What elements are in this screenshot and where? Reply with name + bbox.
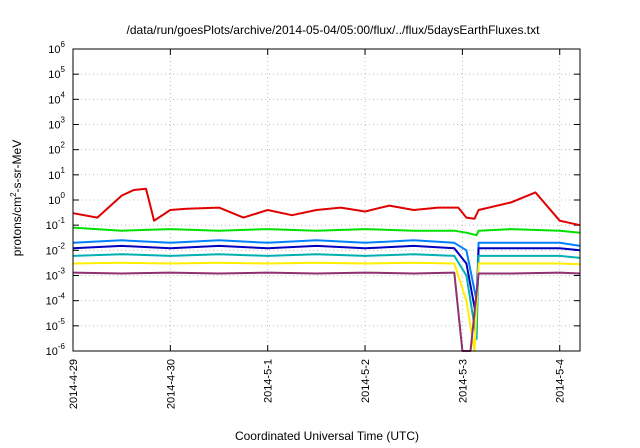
- x-axis-label: Coordinated Universal Time (UTC): [235, 429, 419, 443]
- series-line-5: [72, 253, 581, 340]
- y-tick-label: 10-2: [46, 241, 66, 257]
- x-tick-label: 2014-5-4: [555, 359, 567, 403]
- y-tick-label: 105: [48, 65, 65, 81]
- y-tick-label: 103: [48, 116, 65, 132]
- y-tick-label: 100: [48, 191, 65, 207]
- y-axis-label: protons/cm2-s-sr-MeV: [9, 140, 24, 256]
- y-tick-label: 101: [48, 166, 65, 182]
- y-tick-label: 102: [48, 141, 65, 157]
- series-line-6: [72, 261, 581, 352]
- y-tick-label: 106: [48, 40, 65, 56]
- y-tick-label: 10-5: [46, 317, 66, 333]
- y-tick-label: 10-3: [46, 267, 66, 283]
- x-tick-label: 2014-4-30: [165, 359, 177, 409]
- y-tick-label: 10-6: [46, 342, 66, 358]
- grid-lines: [72, 48, 580, 352]
- series-line-2: [72, 226, 581, 237]
- x-tick-labels: 2014-4-29 2014-4-30 2014-5-1 2014-5-2 2014-5…: [68, 359, 567, 409]
- series-line-4: [72, 244, 581, 320]
- series-line-3: [72, 239, 581, 302]
- series-line-7: [72, 271, 581, 352]
- series-lines: [72, 187, 581, 352]
- x-tick-label: 2014-4-29: [68, 359, 80, 409]
- x-tick-label: 2014-5-2: [360, 359, 372, 403]
- chart-title: /data/run/goesPlots/archive/2014-05-04/0…: [127, 23, 541, 37]
- y-tick-label: 10-4: [46, 292, 66, 308]
- y-tick-label: 10-1: [46, 216, 66, 232]
- plot-frame: [72, 48, 581, 352]
- y-tick-label: 104: [48, 90, 65, 106]
- y-tick-labels: 106 105 104 103 102 101 100 10-1 10-2 10-3 10-4 10-…: [46, 40, 66, 358]
- x-tick-label: 2014-5-1: [263, 359, 275, 403]
- x-tick-label: 2014-5-3: [457, 359, 469, 403]
- series-line-1: [72, 187, 581, 227]
